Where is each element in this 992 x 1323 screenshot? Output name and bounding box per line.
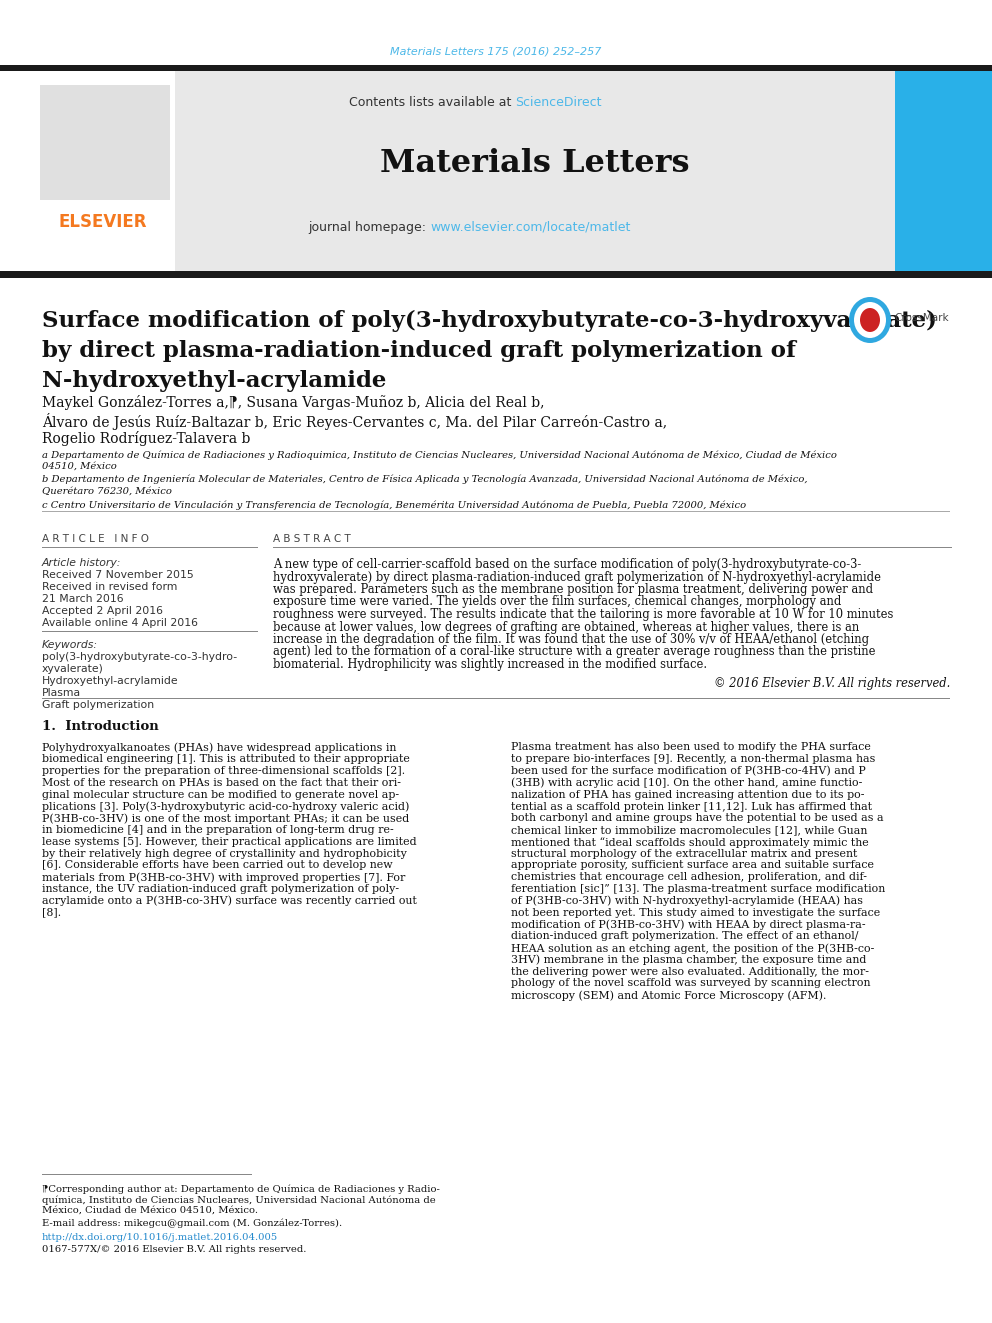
- Text: [8].: [8].: [42, 908, 62, 918]
- Text: www.elsevier.com/locate/matlet: www.elsevier.com/locate/matlet: [430, 221, 630, 233]
- Text: nalization of PHA has gained increasing attention due to its po-: nalization of PHA has gained increasing …: [511, 790, 864, 799]
- Text: ⁋Corresponding author at: Departamento de Química de Radiaciones y Radio-: ⁋Corresponding author at: Departamento d…: [42, 1185, 439, 1195]
- Text: xyvalerate): xyvalerate): [42, 664, 104, 673]
- Text: © 2016 Elsevier B.V. All rights reserved.: © 2016 Elsevier B.V. All rights reserved…: [714, 676, 950, 689]
- Text: Álvaro de Jesús Ruíz-Baltazar b, Eric Reyes-Cervantes c, Ma. del Pilar Carreón-C: Álvaro de Jesús Ruíz-Baltazar b, Eric Re…: [42, 413, 668, 430]
- Text: Materials Letters 175 (2016) 252–257: Materials Letters 175 (2016) 252–257: [390, 48, 602, 57]
- Text: E-mail address: mikegcu@gmail.com (M. González-Torres).: E-mail address: mikegcu@gmail.com (M. Go…: [42, 1218, 342, 1228]
- Bar: [40, 85, 170, 200]
- Text: Received in revised form: Received in revised form: [42, 582, 178, 591]
- Text: Contents lists available at: Contents lists available at: [348, 95, 515, 108]
- Text: of P(3HB-co-3HV) with N-hydroxyethyl-acrylamide (HEAA) has: of P(3HB-co-3HV) with N-hydroxyethyl-acr…: [511, 896, 863, 906]
- Text: plications [3]. Poly(3-hydroxybutyric acid-co-hydroxy valeric acid): plications [3]. Poly(3-hydroxybutyric ac…: [42, 802, 410, 812]
- Text: materials from P(3HB-co-3HV) with improved properties [7]. For: materials from P(3HB-co-3HV) with improv…: [42, 872, 406, 882]
- Text: A new type of cell-carrier-scaffold based on the surface modification of poly(3-: A new type of cell-carrier-scaffold base…: [273, 558, 861, 572]
- Text: Maykel González-Torres a,⁋, Susana Vargas-Muñoz b, Alicia del Real b,: Maykel González-Torres a,⁋, Susana Varga…: [42, 396, 545, 410]
- Text: Graft polymerization: Graft polymerization: [42, 700, 154, 710]
- Text: HEAA solution as an etching agent, the position of the P(3HB-co-: HEAA solution as an etching agent, the p…: [511, 943, 874, 954]
- Text: [6]. Considerable efforts have been carried out to develop new: [6]. Considerable efforts have been carr…: [42, 860, 393, 871]
- Text: by direct plasma-radiation-induced graft polymerization of: by direct plasma-radiation-induced graft…: [42, 340, 796, 363]
- Text: N-hydroxyethyl-acrylamide: N-hydroxyethyl-acrylamide: [42, 370, 386, 392]
- Ellipse shape: [849, 296, 891, 343]
- Text: México, Ciudad de México 04510, México.: México, Ciudad de México 04510, México.: [42, 1207, 258, 1215]
- Text: tential as a scaffold protein linker [11,12]. Luk has affirmed that: tential as a scaffold protein linker [11…: [511, 802, 872, 811]
- Text: 21 March 2016: 21 March 2016: [42, 594, 124, 605]
- Text: both carbonyl and amine groups have the potential to be used as a: both carbonyl and amine groups have the …: [511, 814, 884, 823]
- Text: 04510, México: 04510, México: [42, 462, 117, 471]
- Text: instance, the UV radiation-induced graft polymerization of poly-: instance, the UV radiation-induced graft…: [42, 884, 399, 894]
- Text: Surface modification of poly(3-hydroxybutyrate-co-3-hydroxyvalerate): Surface modification of poly(3-hydroxybu…: [42, 310, 936, 332]
- Text: biomedical engineering [1]. This is attributed to their appropriate: biomedical engineering [1]. This is attr…: [42, 754, 410, 765]
- Text: http://dx.doi.org/10.1016/j.matlet.2016.04.005: http://dx.doi.org/10.1016/j.matlet.2016.…: [42, 1233, 278, 1241]
- Text: Available online 4 April 2016: Available online 4 April 2016: [42, 618, 198, 628]
- Text: Polyhydroxyalkanoates (PHAs) have widespread applications in: Polyhydroxyalkanoates (PHAs) have widesp…: [42, 742, 397, 753]
- Text: b Departamento de Ingeniería Molecular de Materiales, Centro de Física Aplicada : b Departamento de Ingeniería Molecular d…: [42, 475, 807, 484]
- Text: P(3HB-co-3HV) is one of the most important PHAs; it can be used: P(3HB-co-3HV) is one of the most importa…: [42, 814, 410, 824]
- Text: (3HB) with acrylic acid [10]. On the other hand, amine functio-: (3HB) with acrylic acid [10]. On the oth…: [511, 778, 862, 789]
- Text: hydroxyvalerate) by direct plasma-radiation-induced graft polymerization of N-hy: hydroxyvalerate) by direct plasma-radiat…: [273, 570, 881, 583]
- Text: Plasma: Plasma: [42, 688, 81, 699]
- Ellipse shape: [854, 302, 886, 337]
- Text: Accepted 2 April 2016: Accepted 2 April 2016: [42, 606, 163, 617]
- Text: by their relatively high degree of crystallinity and hydrophobicity: by their relatively high degree of cryst…: [42, 848, 407, 859]
- Text: properties for the preparation of three-dimensional scaffolds [2].: properties for the preparation of three-…: [42, 766, 405, 777]
- Text: to prepare bio-interfaces [9]. Recently, a non-thermal plasma has: to prepare bio-interfaces [9]. Recently,…: [511, 754, 875, 765]
- Text: Plasma treatment has also been used to modify the PHA surface: Plasma treatment has also been used to m…: [511, 742, 871, 753]
- Text: A B S T R A C T: A B S T R A C T: [273, 534, 351, 544]
- Text: was prepared. Parameters such as the membrane position for plasma treatment, del: was prepared. Parameters such as the mem…: [273, 583, 873, 595]
- Text: because at lower values, low degrees of grafting are obtained, whereas at higher: because at lower values, low degrees of …: [273, 620, 859, 634]
- Text: Most of the research on PHAs is based on the fact that their ori-: Most of the research on PHAs is based on…: [42, 778, 401, 789]
- Text: ScienceDirect: ScienceDirect: [515, 95, 601, 108]
- Text: structural morphology of the extracellular matrix and present: structural morphology of the extracellul…: [511, 848, 857, 859]
- Text: exposure time were varied. The yields over the film surfaces, chemical changes, : exposure time were varied. The yields ov…: [273, 595, 841, 609]
- Text: química, Instituto de Ciencias Nucleares, Universidad Nacional Autónoma de: química, Instituto de Ciencias Nucleares…: [42, 1196, 435, 1205]
- Text: chemical linker to immobilize macromolecules [12], while Guan: chemical linker to immobilize macromolec…: [511, 826, 867, 835]
- Text: increase in the degradation of the film. It was found that the use of 30% v/v of: increase in the degradation of the film.…: [273, 632, 869, 646]
- Text: agent) led to the formation of a coral-like structure with a greater average rou: agent) led to the formation of a coral-l…: [273, 646, 876, 659]
- Bar: [175, 71, 895, 275]
- Text: been used for the surface modification of P(3HB-co-4HV) and P: been used for the surface modification o…: [511, 766, 866, 777]
- Text: poly(3-hydroxybutyrate-co-3-hydro-: poly(3-hydroxybutyrate-co-3-hydro-: [42, 652, 237, 662]
- Text: A R T I C L E   I N F O: A R T I C L E I N F O: [42, 534, 149, 544]
- Bar: [0, 271, 992, 278]
- Text: Received 7 November 2015: Received 7 November 2015: [42, 570, 193, 579]
- Text: acrylamide onto a P(3HB-co-3HV) surface was recently carried out: acrylamide onto a P(3HB-co-3HV) surface …: [42, 896, 417, 906]
- Text: Rogelio Rodríguez-Talavera b: Rogelio Rodríguez-Talavera b: [42, 431, 250, 446]
- Text: Article history:: Article history:: [42, 558, 121, 568]
- Bar: [0, 65, 992, 71]
- Text: Querétaro 76230, México: Querétaro 76230, México: [42, 487, 172, 496]
- Text: appropriate porosity, sufficient surface area and suitable surface: appropriate porosity, sufficient surface…: [511, 860, 874, 871]
- Text: mentioned that “ideal scaffolds should approximately mimic the: mentioned that “ideal scaffolds should a…: [511, 837, 869, 848]
- Text: CrossMark: CrossMark: [894, 314, 948, 323]
- Text: Keywords:: Keywords:: [42, 640, 98, 650]
- Text: modification of P(3HB-co-3HV) with HEAA by direct plasma-ra-: modification of P(3HB-co-3HV) with HEAA …: [511, 919, 866, 930]
- Text: ELSEVIER: ELSEVIER: [59, 213, 147, 232]
- Text: Hydroxyethyl-acrylamide: Hydroxyethyl-acrylamide: [42, 676, 179, 687]
- Bar: [895, 71, 992, 277]
- Text: chemistries that encourage cell adhesion, proliferation, and dif-: chemistries that encourage cell adhesion…: [511, 872, 867, 882]
- Text: 3HV) membrane in the plasma chamber, the exposure time and: 3HV) membrane in the plasma chamber, the…: [511, 955, 866, 966]
- Text: diation-induced graft polymerization. The effect of an ethanol/: diation-induced graft polymerization. Th…: [511, 931, 858, 941]
- Text: ginal molecular structure can be modified to generate novel ap-: ginal molecular structure can be modifie…: [42, 790, 399, 799]
- Text: roughness were surveyed. The results indicate that the tailoring is more favorab: roughness were surveyed. The results ind…: [273, 609, 894, 620]
- Text: ferentiation [sic]” [13]. The plasma-treatment surface modification: ferentiation [sic]” [13]. The plasma-tre…: [511, 884, 885, 894]
- Text: biomaterial. Hydrophilicity was slightly increased in the modified surface.: biomaterial. Hydrophilicity was slightly…: [273, 658, 707, 671]
- Text: phology of the novel scaffold was surveyed by scanning electron: phology of the novel scaffold was survey…: [511, 979, 871, 988]
- Text: c Centro Universitario de Vinculación y Transferencia de Tecnología, Benemérita : c Centro Universitario de Vinculación y …: [42, 500, 746, 509]
- Text: 0167-577X/© 2016 Elsevier B.V. All rights reserved.: 0167-577X/© 2016 Elsevier B.V. All right…: [42, 1245, 307, 1253]
- Text: not been reported yet. This study aimed to investigate the surface: not been reported yet. This study aimed …: [511, 908, 880, 918]
- Text: 1.  Introduction: 1. Introduction: [42, 721, 159, 733]
- Text: in biomedicine [4] and in the preparation of long-term drug re-: in biomedicine [4] and in the preparatio…: [42, 826, 394, 835]
- Text: a Departamento de Química de Radiaciones y Radioquimica, Instituto de Ciencias N: a Departamento de Química de Radiaciones…: [42, 450, 837, 459]
- Text: the delivering power were also evaluated. Additionally, the mor-: the delivering power were also evaluated…: [511, 967, 869, 976]
- Text: microscopy (SEM) and Atomic Force Microscopy (AFM).: microscopy (SEM) and Atomic Force Micros…: [511, 991, 826, 1002]
- Text: lease systems [5]. However, their practical applications are limited: lease systems [5]. However, their practi…: [42, 837, 417, 847]
- Text: journal homepage:: journal homepage:: [308, 221, 430, 233]
- Ellipse shape: [860, 308, 880, 332]
- Text: Materials Letters: Materials Letters: [380, 147, 689, 179]
